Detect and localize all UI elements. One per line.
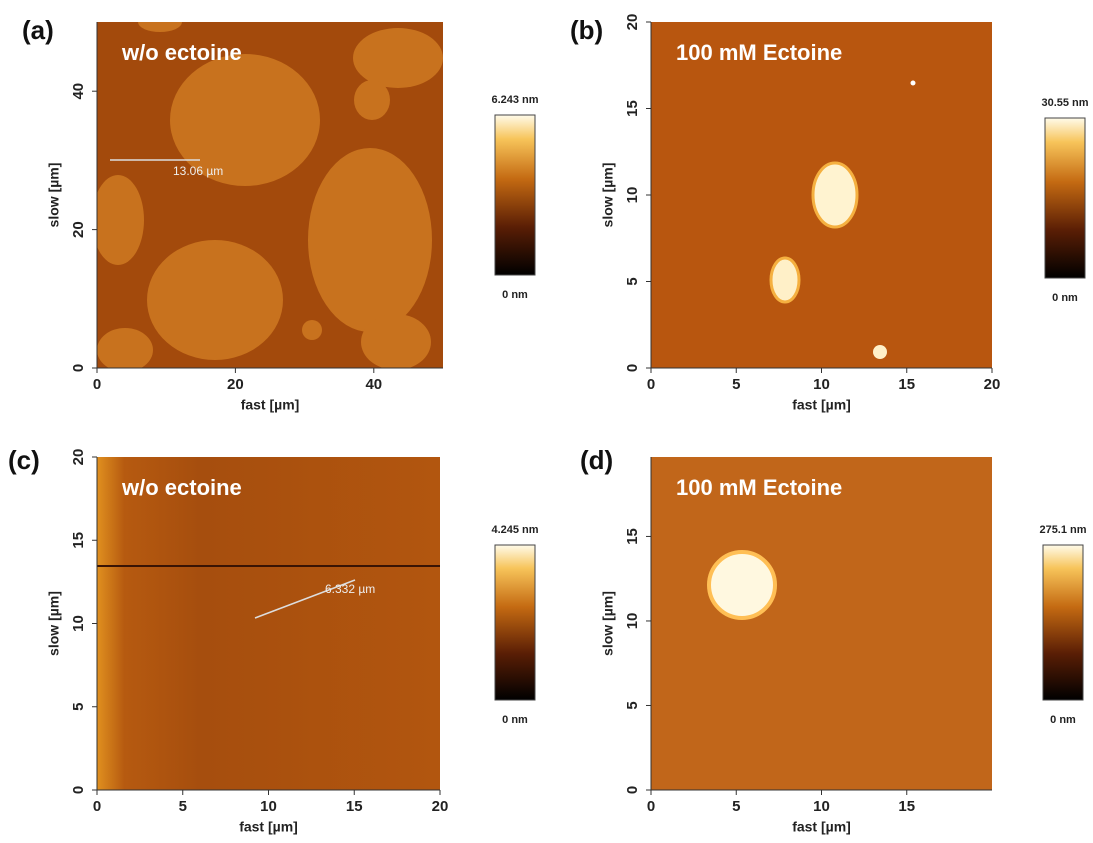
x-axis-label: fast [µm] [792, 819, 851, 835]
x-axis-label: fast [µm] [239, 819, 298, 835]
x-tick-label: 5 [179, 798, 187, 815]
colorbar [1043, 545, 1083, 700]
x-tick-label: 20 [432, 798, 449, 815]
x-tick-label: 15 [898, 798, 915, 815]
y-tick-label: 40 [70, 83, 87, 100]
colorbar-min: 0 nm [1050, 714, 1076, 726]
colorbar [495, 545, 535, 700]
x-tick-label: 15 [346, 798, 363, 815]
y-tick-label: 5 [624, 701, 641, 709]
measurement: 6.332 µm [325, 582, 375, 596]
y-tick-label: 10 [624, 613, 641, 630]
measurement: 13.06 µm [173, 164, 223, 178]
x-axis-label: fast [µm] [241, 397, 300, 413]
colorbar-min: 0 nm [1052, 292, 1078, 304]
x-tick-label: 20 [984, 376, 1001, 393]
panel-label: (b) [570, 15, 603, 45]
y-tick-label: 5 [624, 277, 641, 285]
panel-title: w/o ectoine [121, 40, 242, 65]
y-tick-label: 0 [624, 786, 641, 794]
panel-title: w/o ectoine [121, 475, 242, 500]
figure: 0 20 40 0 20 40 fast [µm] slow [µm] (a) w/o ectoi… [0, 0, 1093, 843]
x-tick-label: 0 [647, 376, 655, 393]
y-tick-label: 20 [624, 14, 641, 31]
y-axis-label: slow [µm] [46, 591, 62, 656]
y-axis-label: slow [µm] [46, 163, 62, 228]
colorbar-max: 6.243 nm [491, 94, 538, 106]
panel-title: 100 mM Ectoine [676, 475, 842, 500]
colorbar [495, 115, 535, 275]
colorbar-max: 275.1 nm [1039, 524, 1086, 536]
y-tick-label: 20 [70, 221, 87, 238]
y-tick-label: 15 [624, 528, 641, 545]
y-tick-label: 5 [70, 703, 87, 711]
x-tick-label: 0 [647, 798, 655, 815]
y-tick-label: 0 [624, 364, 641, 372]
y-axis-label: slow [µm] [600, 163, 616, 228]
x-tick-label: 0 [93, 376, 101, 393]
y-tick-label: 15 [624, 100, 641, 117]
x-axis-label: fast [µm] [792, 397, 851, 413]
y-tick-label: 10 [624, 187, 641, 204]
x-tick-label: 20 [227, 376, 244, 393]
x-tick-label: 5 [732, 376, 740, 393]
y-tick-label: 0 [70, 364, 87, 372]
panel-label: (d) [580, 445, 613, 475]
image-c [97, 457, 440, 790]
colorbar [1045, 118, 1085, 278]
y-tick-label: 20 [70, 449, 87, 466]
image-a [92, 12, 443, 372]
colorbar-max: 4.245 nm [491, 524, 538, 536]
y-tick-label: 0 [70, 786, 87, 794]
x-tick-label: 5 [732, 798, 740, 815]
panel-title: 100 mM Ectoine [676, 40, 842, 65]
x-tick-label: 10 [813, 798, 830, 815]
x-tick-label: 0 [93, 798, 101, 815]
panel-label: (a) [22, 15, 54, 45]
y-axis-label: slow [µm] [600, 591, 616, 656]
y-tick-label: 10 [70, 615, 87, 632]
image-d [651, 457, 992, 790]
colorbar-min: 0 nm [502, 289, 528, 301]
colorbar-min: 0 nm [502, 714, 528, 726]
image-b [651, 22, 992, 368]
panel-label: (c) [8, 445, 40, 475]
x-tick-label: 40 [365, 376, 382, 393]
y-tick-label: 15 [70, 532, 87, 549]
colorbar-max: 30.55 nm [1041, 97, 1088, 109]
x-tick-label: 10 [260, 798, 277, 815]
x-tick-label: 15 [898, 376, 915, 393]
x-tick-label: 10 [813, 376, 830, 393]
